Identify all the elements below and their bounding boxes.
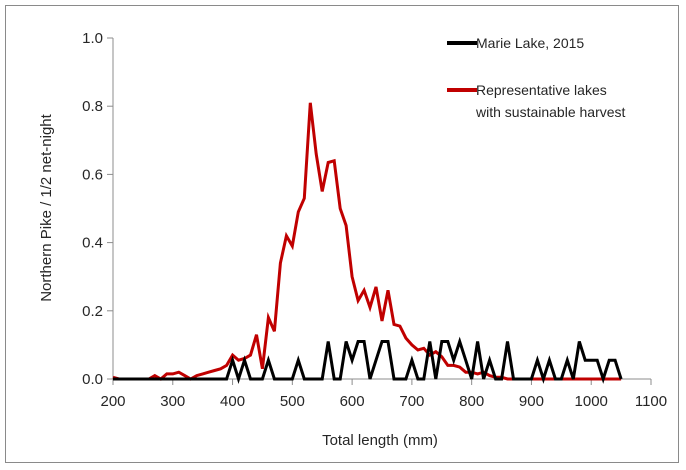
x-tick-label: 900: [519, 393, 544, 410]
legend-label-representative-lakes: Representative lakes with sustainable ha…: [475, 82, 626, 120]
y-axis-title: Northern Pike / 1/2 net-night: [38, 113, 55, 301]
y-tick-label: 0.6: [82, 166, 103, 183]
x-axis: 200 300 400 500 600 700 800 900 1000 1100: [100, 378, 667, 410]
legend-label-marie-lake: Marie Lake, 2015: [476, 35, 584, 51]
x-tick-label: 700: [399, 393, 424, 410]
x-tick-label: 1000: [575, 393, 608, 410]
y-tick-label: 0.4: [82, 235, 103, 252]
x-tick-label: 800: [459, 393, 484, 410]
x-tick-label: 500: [280, 393, 305, 410]
legend-label-line-2: with sustainable harvest: [475, 104, 626, 120]
y-tick-label: 1.0: [82, 30, 103, 47]
y-tick-label: 0.0: [82, 371, 103, 388]
series-line-marie-lake: [113, 336, 623, 384]
series-lines: [112, 102, 623, 384]
x-tick-label: 1100: [635, 393, 667, 410]
legend: Marie Lake, 2015 Representative lakes wi…: [447, 35, 626, 120]
x-tick-label: 300: [160, 393, 185, 410]
chart-frame: [5, 5, 679, 463]
x-tick-label: 400: [220, 393, 245, 410]
series-line-representative-lakes: [112, 102, 622, 381]
x-axis-title: Total length (mm): [322, 432, 438, 449]
legend-label-line-1: Representative lakes: [476, 82, 607, 98]
y-tick-label: 0.8: [82, 98, 103, 115]
y-tick-label: 0.2: [82, 303, 103, 320]
y-axis: 0.0 0.2 0.4 0.6 0.8 1.0: [82, 30, 114, 388]
x-tick-label: 200: [100, 393, 125, 410]
x-tick-label: 600: [340, 393, 365, 410]
